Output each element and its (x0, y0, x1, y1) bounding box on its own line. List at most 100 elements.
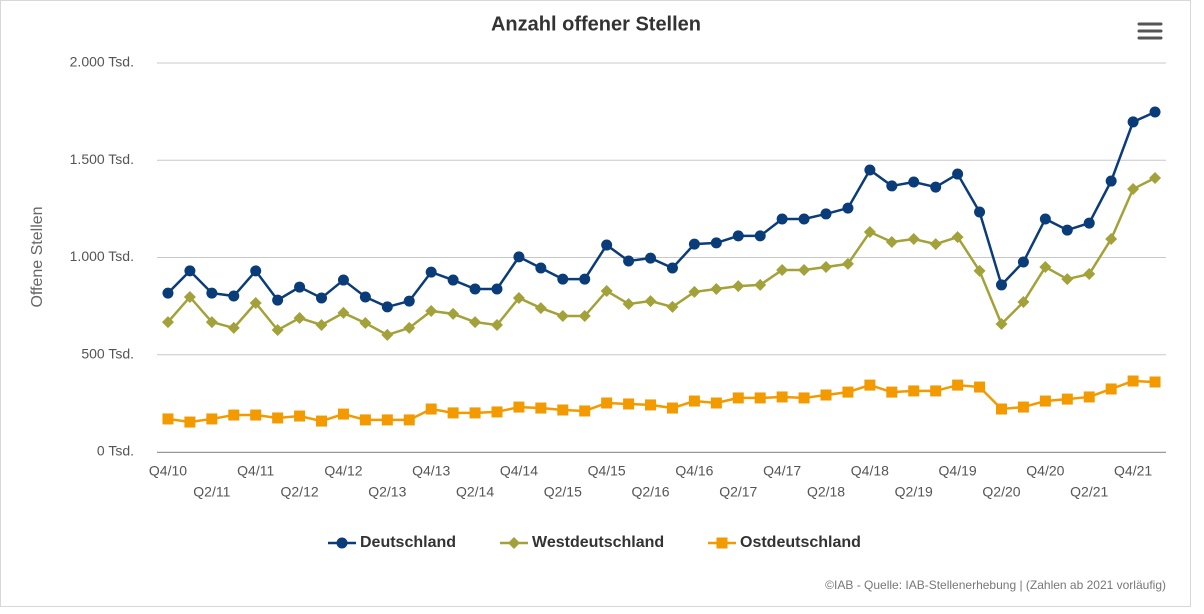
data-point (732, 280, 745, 293)
data-point (557, 273, 569, 285)
data-point (974, 381, 986, 393)
data-point (447, 274, 459, 286)
x-tick-label: Q4/19 (939, 463, 977, 479)
data-point (315, 318, 328, 331)
data-point (513, 401, 525, 413)
data-point (425, 304, 438, 317)
data-point (645, 399, 657, 411)
legend-label: Deutschland (360, 534, 456, 551)
data-point (403, 321, 416, 334)
data-point (535, 402, 547, 414)
legend-symbol (336, 537, 348, 549)
data-point (886, 386, 898, 398)
data-point (732, 392, 744, 404)
data-point (863, 226, 876, 239)
x-tick-label: Q4/12 (324, 463, 362, 479)
data-point (601, 397, 613, 409)
data-point (337, 408, 349, 420)
data-point (688, 395, 700, 407)
data-point (425, 403, 437, 415)
data-point (316, 292, 328, 304)
data-point (381, 414, 393, 426)
x-tick-label: Q4/10 (149, 463, 187, 479)
x-tick-label: Q4/15 (588, 463, 626, 479)
y-axis-label: Offene Stellen (29, 206, 46, 307)
data-point (995, 403, 1007, 415)
data-point (1149, 171, 1162, 184)
data-point (579, 405, 591, 417)
legend-label: Ostdeutschland (740, 534, 861, 551)
data-point (359, 414, 371, 426)
data-point (228, 409, 240, 421)
data-point (161, 316, 174, 329)
data-point (732, 230, 744, 242)
data-point (645, 252, 657, 264)
data-point (337, 306, 350, 319)
data-point (228, 290, 240, 302)
legend-symbol (716, 537, 728, 549)
source-note: ©IAB - Quelle: IAB-Stellenerhebung | (Za… (825, 578, 1166, 592)
data-point (491, 283, 503, 295)
legend-marker (508, 537, 520, 549)
data-point (776, 391, 788, 403)
data-point (227, 321, 240, 334)
data-point (184, 265, 196, 277)
data-point (666, 262, 678, 274)
data-point (666, 402, 678, 414)
data-point (403, 295, 415, 307)
data-point (952, 379, 964, 391)
data-point (1149, 106, 1161, 118)
data-point (513, 251, 525, 263)
data-point (272, 412, 284, 424)
data-point (250, 409, 262, 421)
data-point (316, 415, 328, 427)
data-point (600, 284, 613, 297)
data-point (798, 392, 810, 404)
data-point (776, 213, 788, 225)
data-point (622, 297, 635, 310)
data-point (1105, 233, 1118, 246)
data-point (908, 385, 920, 397)
data-point (973, 264, 986, 277)
data-point (776, 263, 789, 276)
x-tick-label: Q2/18 (807, 484, 845, 500)
x-tick-label: Q4/20 (1026, 463, 1064, 479)
data-point (754, 230, 766, 242)
data-point (841, 257, 854, 270)
data-point (908, 176, 920, 188)
data-point (644, 295, 657, 308)
data-point (1127, 375, 1139, 387)
data-point (578, 310, 591, 323)
data-point (820, 389, 832, 401)
data-point (907, 233, 920, 246)
data-point (623, 398, 635, 410)
data-point (688, 285, 701, 298)
data-point (666, 300, 679, 313)
y-tick-label: 1.000 Tsd. (70, 248, 134, 264)
data-point (294, 281, 306, 293)
data-point (754, 278, 767, 291)
data-point (490, 318, 503, 331)
data-point (447, 307, 460, 320)
data-point (1083, 391, 1095, 403)
x-tick-label: Q4/14 (500, 463, 538, 479)
menu-icon[interactable] (1137, 22, 1163, 40)
data-point (556, 310, 569, 323)
data-point (798, 263, 811, 276)
data-point (1083, 217, 1095, 229)
data-point (1039, 213, 1051, 225)
data-point (754, 392, 766, 404)
data-point (995, 318, 1008, 331)
legend-marker (336, 537, 348, 549)
data-point (293, 311, 306, 324)
data-point (601, 239, 613, 251)
data-point (1127, 183, 1140, 196)
x-tick-label: Q2/11 (193, 484, 230, 500)
data-point (249, 297, 262, 310)
y-tick-label: 500 Tsd. (81, 345, 134, 361)
data-point (842, 202, 854, 214)
data-point (271, 324, 284, 337)
data-point (885, 235, 898, 248)
data-point (798, 213, 810, 225)
